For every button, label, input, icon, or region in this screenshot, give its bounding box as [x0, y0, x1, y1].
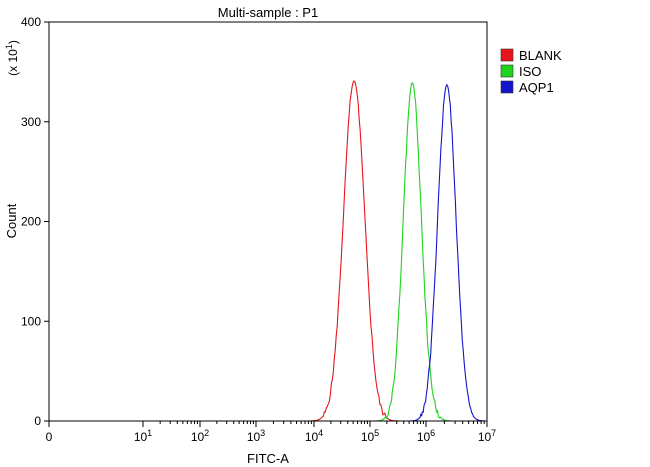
legend-swatch-aqp1: [500, 80, 514, 94]
chart-title: Multi-sample : P1: [218, 5, 318, 20]
legend-swatch-blank: [500, 48, 514, 62]
y-axis-ticks: 0 100 200 300 400: [21, 15, 49, 428]
y-axis-title: Count: [4, 203, 19, 238]
y-multiplier-text: (x 10: [6, 49, 20, 76]
x-tick-label: 105: [361, 428, 379, 444]
y-tick-label: 0: [34, 414, 41, 428]
series-curve-iso: [374, 81, 453, 422]
legend-swatch-iso: [500, 64, 514, 78]
y-multiplier-exp: 1: [4, 44, 14, 49]
x-tick-label: 107: [478, 428, 496, 444]
x-tick-label: 101: [134, 428, 152, 444]
histogram-curves: [309, 79, 486, 422]
x-tick-label: 0: [46, 430, 53, 444]
x-tick-label: 103: [247, 428, 265, 444]
x-axis-title: FITC-A: [247, 451, 289, 466]
y-tick-label: 200: [21, 215, 41, 229]
x-axis-ticks: 0 101 102 103 104 105 106 107: [46, 421, 496, 444]
x-tick-label: 106: [417, 428, 435, 444]
y-tick-label: 300: [21, 115, 41, 129]
svg-text:(x 101): (x 101): [4, 40, 20, 76]
y-multiplier-label: (x 101): [4, 40, 20, 76]
plot-frame: [48, 21, 488, 422]
legend-label-iso: ISO: [519, 64, 541, 79]
legend-label-blank: BLANK: [519, 48, 562, 63]
series-curve-blank: [309, 79, 399, 422]
x-tick-label: 104: [305, 428, 323, 444]
y-tick-label: 400: [21, 15, 41, 29]
series-curve-aqp1: [409, 83, 486, 422]
y-tick-label: 100: [21, 314, 41, 328]
legend-label-aqp1: AQP1: [519, 80, 554, 95]
x-tick-label: 102: [191, 428, 209, 444]
